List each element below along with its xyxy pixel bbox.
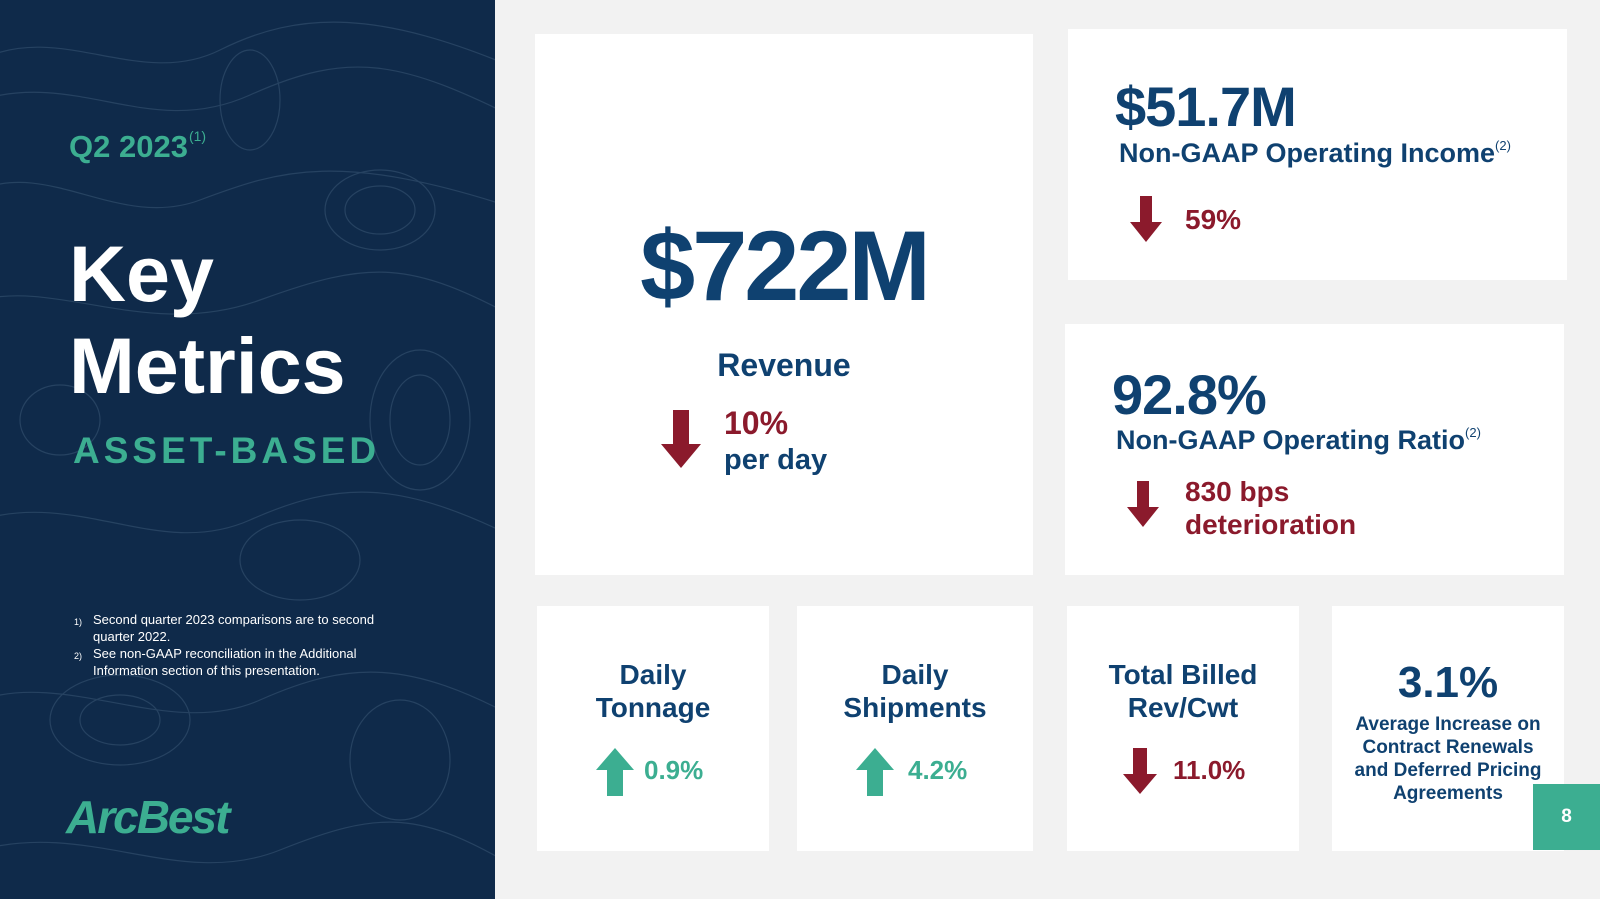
billed-rev-title: Total Billed Rev/Cwt [1108, 659, 1258, 723]
title-line-2: Metrics [69, 321, 346, 410]
daily-tonnage-title: Daily Tonnage [595, 659, 711, 723]
down-arrow-icon [661, 410, 701, 468]
down-arrow-icon [1127, 481, 1159, 527]
revenue-label: Revenue [717, 347, 851, 383]
operating-ratio-label: Non-GAAP Operating Ratio(2) [1116, 425, 1481, 455]
daily-tonnage-card: Daily Tonnage 0.9% [537, 606, 769, 851]
revenue-change-unit: per day [724, 444, 828, 476]
operating-ratio-footnote: (2) [1465, 425, 1481, 440]
contract-renewals-value: 3.1% [1397, 658, 1499, 707]
contract-renewals-description: Average Increase on Contract Renewals an… [1354, 714, 1542, 804]
up-arrow-icon [596, 748, 634, 796]
revenue-value: $722M [640, 210, 931, 321]
operating-income-value: $51.7M [1115, 75, 1297, 138]
billed-rev-card: Total Billed Rev/Cwt 11.0% [1067, 606, 1299, 851]
operating-ratio-change: 830 bps deterioration [1185, 476, 1357, 540]
operating-income-footnote: (2) [1495, 138, 1511, 153]
page-number: 8 [1533, 784, 1600, 850]
contract-renewals-card: 3.1% Average Increase on Contract Renewa… [1332, 606, 1564, 851]
page-title: Key Metrics [69, 228, 346, 412]
period-label: Q2 2023(1) [69, 128, 207, 164]
footnote-1: 1) Second quarter 2023 comparisons are to… [74, 612, 375, 644]
arcbest-logo: ArcBest [66, 791, 230, 843]
daily-shipments-change: 4.2% [908, 755, 968, 785]
daily-tonnage-change: 0.9% [644, 755, 704, 785]
operating-ratio-value: 92.8% [1112, 363, 1267, 426]
operating-income-change: 59% [1185, 204, 1242, 235]
topographic-background [0, 21, 495, 864]
down-arrow-icon [1130, 196, 1162, 242]
operating-ratio-card: 92.8% Non-GAAP Operating Ratio(2) 830 bp… [1065, 324, 1564, 575]
up-arrow-icon [856, 748, 894, 796]
footnote-2: 2) See non-GAAP reconciliation in the Add… [74, 646, 357, 678]
left-panel: Q2 2023(1) Key Metrics ASSET-BASED 1) Sec… [0, 0, 495, 899]
footnotes: 1) Second quarter 2023 comparisons are to… [74, 611, 404, 679]
revenue-card: $722M Revenue 10% per day [535, 34, 1033, 575]
operating-income-label: Non-GAAP Operating Income(2) [1119, 138, 1511, 168]
segment-label: ASSET-BASED [73, 430, 381, 471]
title-line-1: Key [69, 229, 214, 318]
period-footnote: (1) [188, 128, 207, 144]
down-arrow-icon [1123, 748, 1157, 794]
billed-rev-change: 11.0% [1173, 755, 1246, 785]
revenue-change: 10% [724, 405, 789, 441]
operating-income-card: $51.7M Non-GAAP Operating Income(2) 59% [1068, 29, 1567, 280]
daily-shipments-title: Daily Shipments [843, 659, 987, 723]
daily-shipments-card: Daily Shipments 4.2% [797, 606, 1033, 851]
